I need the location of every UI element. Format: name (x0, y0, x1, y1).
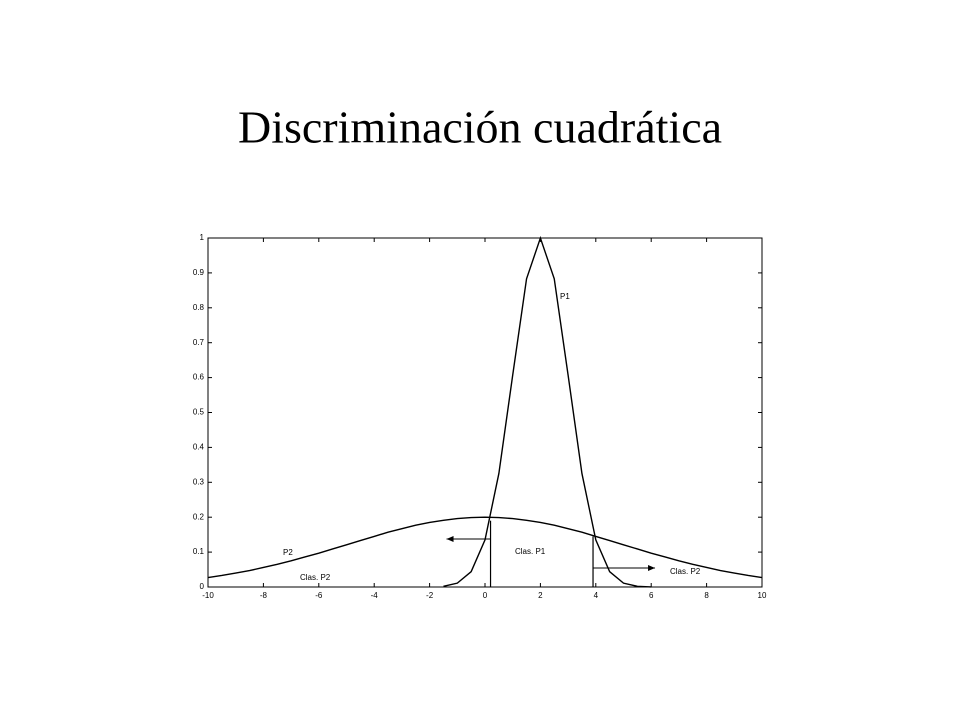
x-tick-label: 2 (538, 591, 543, 600)
y-tick-label: 0.1 (193, 547, 205, 556)
annotation: Clas. P2 (670, 567, 701, 576)
y-tick-label: 0.2 (193, 512, 205, 521)
x-tick-label: 4 (594, 591, 599, 600)
annotation: Clas. P1 (515, 547, 546, 556)
x-tick-label: 10 (758, 591, 767, 600)
x-tick-label: 8 (704, 591, 709, 600)
x-tick-label: 6 (649, 591, 654, 600)
series-label: P1 (560, 292, 570, 301)
y-tick-label: 0.8 (193, 303, 205, 312)
plot-frame (207, 237, 763, 588)
arrow-head (648, 565, 656, 571)
series-line (443, 235, 652, 588)
x-tick-label: -8 (260, 591, 268, 600)
slide-title: Discriminación cuadrática (238, 102, 722, 153)
series-line (207, 516, 763, 579)
series-label: P2 (283, 548, 293, 557)
y-tick-label: 0.5 (193, 408, 205, 417)
x-tick-label: -10 (202, 591, 214, 600)
y-tick-label: 0.9 (193, 268, 205, 277)
y-tick-label: 1 (200, 233, 205, 242)
y-tick-label: 0.4 (193, 443, 205, 452)
y-tick-label: 0.6 (193, 373, 205, 382)
x-tick-label: -2 (426, 591, 434, 600)
y-tick-label: 0 (200, 582, 205, 591)
annotation: Clas. P2 (300, 573, 331, 582)
x-tick-label: -6 (315, 591, 323, 600)
y-tick-label: 0.7 (193, 338, 205, 347)
x-tick-label: -4 (371, 591, 379, 600)
x-tick-label: 0 (483, 591, 488, 600)
y-tick-label: 0.3 (193, 477, 205, 486)
arrow-head (446, 536, 454, 542)
